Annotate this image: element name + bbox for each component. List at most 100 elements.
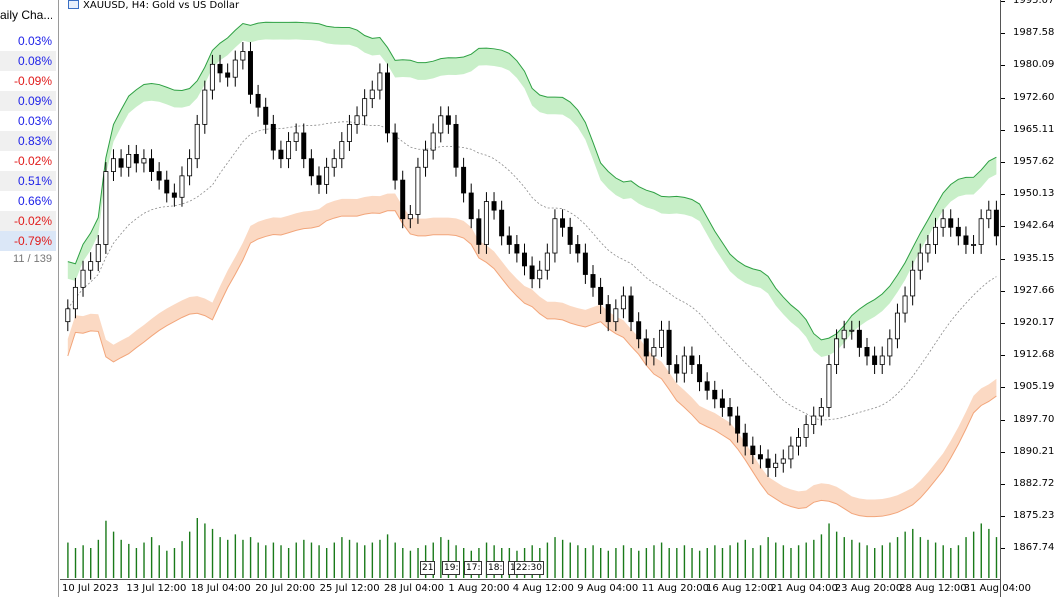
volume-bar [972,531,975,578]
candle-body [719,398,725,408]
volume-bar [950,548,952,578]
candle-body [270,123,276,151]
watchlist-row[interactable]: 0.66% [17,194,52,208]
volume-bar [310,542,313,578]
price-label: 1890.21 [1013,445,1055,457]
watchlist-row[interactable]: -0.09% [13,74,52,88]
volume-bar [181,541,183,578]
volume-bar [615,548,617,578]
watchlist-row[interactable]: 0.03% [17,114,52,128]
watchlist-row[interactable]: 0.51% [0,171,56,191]
watchlist-row[interactable]: 0.08% [0,51,56,71]
price-tick [1001,516,1005,518]
upper-band-fill [67,22,997,357]
upper-band-line [67,21,997,341]
candle-body [605,304,611,323]
time-label: 11 Aug 20:00 [641,583,710,594]
volume-bar [196,518,198,578]
watchlist-row[interactable]: -0.02% [0,211,56,231]
candle-body [384,72,390,134]
price-tick [1001,258,1005,260]
volume-bar [660,542,663,578]
price-tick [1001,419,1005,421]
time-label: 28 Aug 12:00 [899,583,967,594]
candle-body [461,166,467,194]
candle-body [324,166,330,185]
volume-bar [371,542,374,578]
time-label: 28 Jul 04:00 [384,583,444,594]
watchlist-row[interactable]: -0.02% [13,154,52,168]
volume-bar [318,545,320,578]
candle-body [674,364,680,374]
candle-body [872,355,878,365]
candle-body [293,132,299,142]
chart-area[interactable] [60,0,1000,579]
volume-bar [554,537,556,578]
price-label: 1912.68 [1013,349,1055,361]
candle-body [917,252,923,271]
watchlist-row[interactable]: -0.79% [0,231,56,251]
volume-bar [995,537,998,578]
volume-bar [219,537,221,578]
candle-body [377,72,383,91]
candle-body [430,132,436,151]
candle-body [925,244,931,254]
time-label: 4 Aug 12:00 [512,583,574,594]
volume-bar [265,545,267,578]
volume-bar [333,542,336,578]
price-axis[interactable]: 1995.07 1987.58 1980.09 1972.60 1965.11 1957.… [1000,0,1062,597]
market-watch-panel: aily Cha... 0.03% 0.08% -0.09% 0.09% 0.03% 0.… [0,0,59,597]
candle-body [286,141,292,160]
time-axis[interactable]: 10 Jul 2023 13 Jul 12:00 18 Jul 04:00 20 Ju… [60,579,1031,598]
volume-bar [432,542,434,578]
volume-bar [105,520,107,578]
candle-body [331,158,337,168]
candle-body [445,115,451,125]
candle-body [933,226,938,245]
candle-body [910,269,916,297]
price-label: 1987.58 [1013,27,1055,39]
candle-body [80,269,86,288]
watchlist-row[interactable]: 0.09% [0,91,56,111]
candle-body [986,209,992,220]
candle-body [362,98,368,117]
volume-bar [90,548,92,578]
watchlist-row[interactable]: 0.03% [17,34,52,48]
session-marker: 22:30 [514,561,544,575]
candle-body [902,295,908,314]
chart-window-icon [68,0,79,9]
price-tick [1001,162,1005,163]
candle-body [65,308,71,323]
candle-body [757,454,763,460]
session-marker: 21 [420,561,436,575]
candle-body [613,308,619,323]
volume-bar [889,542,891,578]
candle-body [316,175,322,185]
volume-bar [158,545,160,578]
volume-bar [843,537,845,578]
candle-body [171,192,177,198]
price-tick [1001,387,1005,389]
candle-body [712,389,718,400]
candle-body [346,123,352,142]
watchlist-row[interactable]: 0.83% [0,131,56,151]
volume-bar [211,528,214,578]
volume-bar [775,542,777,578]
volume-bar [881,545,884,578]
candle-body [369,89,375,100]
candle-body [278,149,284,160]
watchlist-header[interactable]: aily Cha... [0,8,52,22]
candle-body [483,201,489,245]
candle-body [141,158,147,164]
price-chart[interactable] [60,0,1000,579]
volume-bar [813,539,815,578]
candle-body [529,265,535,280]
volume-bar [767,537,769,578]
lower-band-line [67,210,997,518]
candle-body [438,115,444,134]
candle-body [156,171,162,181]
candle-body [103,171,109,245]
volume-bar [249,537,252,578]
price-label: 1957.62 [1013,156,1055,167]
price-label: 1935.15 [1013,252,1055,264]
